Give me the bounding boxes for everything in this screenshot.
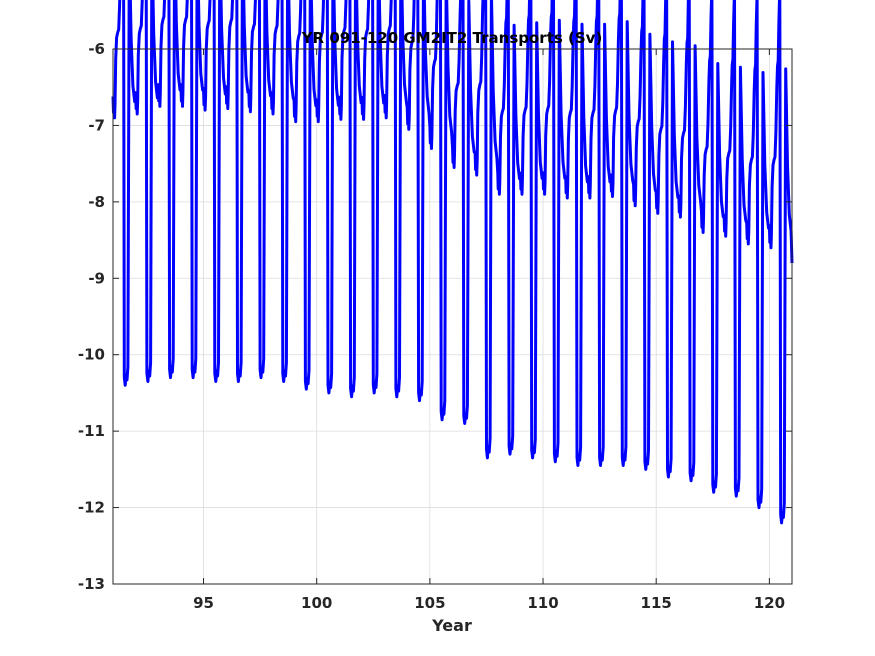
x-tick-label: 95 (193, 594, 214, 612)
y-tick-label: -6 (88, 40, 105, 58)
y-tick-label: -12 (78, 499, 105, 517)
series-layer (111, 0, 794, 525)
y-tick-label: -13 (78, 575, 105, 593)
x-axis-label: Year (431, 616, 472, 635)
x-tick-label: 100 (301, 594, 332, 612)
y-tick-label: -11 (78, 422, 105, 440)
y-tick-label: -8 (88, 193, 105, 211)
y-tick-label: -10 (78, 346, 105, 364)
x-tick-label: 115 (641, 594, 672, 612)
y-tick-label: -9 (88, 269, 105, 287)
y-tick-label: -7 (88, 116, 105, 134)
ticks: 95 100 105 110 115 120 -6 -7 -8 -9 -10 -11 -12 -13 (78, 40, 792, 612)
series-line (111, 0, 794, 525)
x-tick-label: 120 (754, 594, 785, 612)
x-tick-label: 105 (414, 594, 445, 612)
chart-title: YR 091-120 GM2IT2 Transports (Sv) (301, 29, 603, 47)
axes-frame (112, 48, 793, 585)
x-tick-label: 110 (527, 594, 558, 612)
